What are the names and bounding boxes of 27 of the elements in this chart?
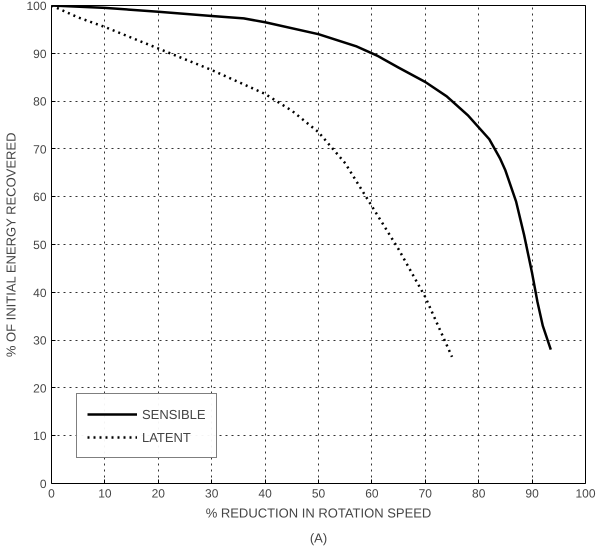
x-tick-label: 10 (98, 486, 112, 500)
x-tick-label: 50 (312, 486, 326, 500)
x-tick-label: 20 (152, 486, 166, 500)
x-tick-label: 90 (525, 486, 540, 500)
x-tick-label: 0 (48, 486, 56, 500)
y-tick-label: 70 (33, 142, 47, 156)
x-tick-label: 70 (418, 486, 432, 500)
y-axis-title: % OF INITIAL ENERGY RECOVERED (3, 132, 18, 358)
x-tick-label: 80 (472, 486, 486, 500)
y-tick-label: 30 (33, 334, 47, 348)
y-tick-label: 80 (33, 94, 47, 109)
x-axis-title: % REDUCTION IN ROTATION SPEED (206, 506, 432, 520)
x-tick-label: 40 (258, 486, 272, 500)
x-tick-label: 60 (365, 486, 379, 500)
x-tick-label: 100 (575, 486, 596, 500)
x-tick-label: 30 (205, 486, 219, 500)
y-tick-label: 90 (33, 46, 47, 61)
y-tick-label: 0 (40, 477, 47, 491)
y-tick-label: 60 (33, 190, 47, 204)
y-tick-label: 10 (33, 429, 47, 444)
y-tick-label: 100 (26, 0, 47, 13)
y-tick-label: 20 (33, 381, 47, 396)
text: (A) (310, 530, 328, 546)
y-tick-label: 40 (33, 286, 47, 300)
y-tick-label: 50 (33, 238, 47, 252)
legend-label: LATENT (142, 430, 191, 444)
legend-label: SENSIBLE (142, 406, 206, 422)
